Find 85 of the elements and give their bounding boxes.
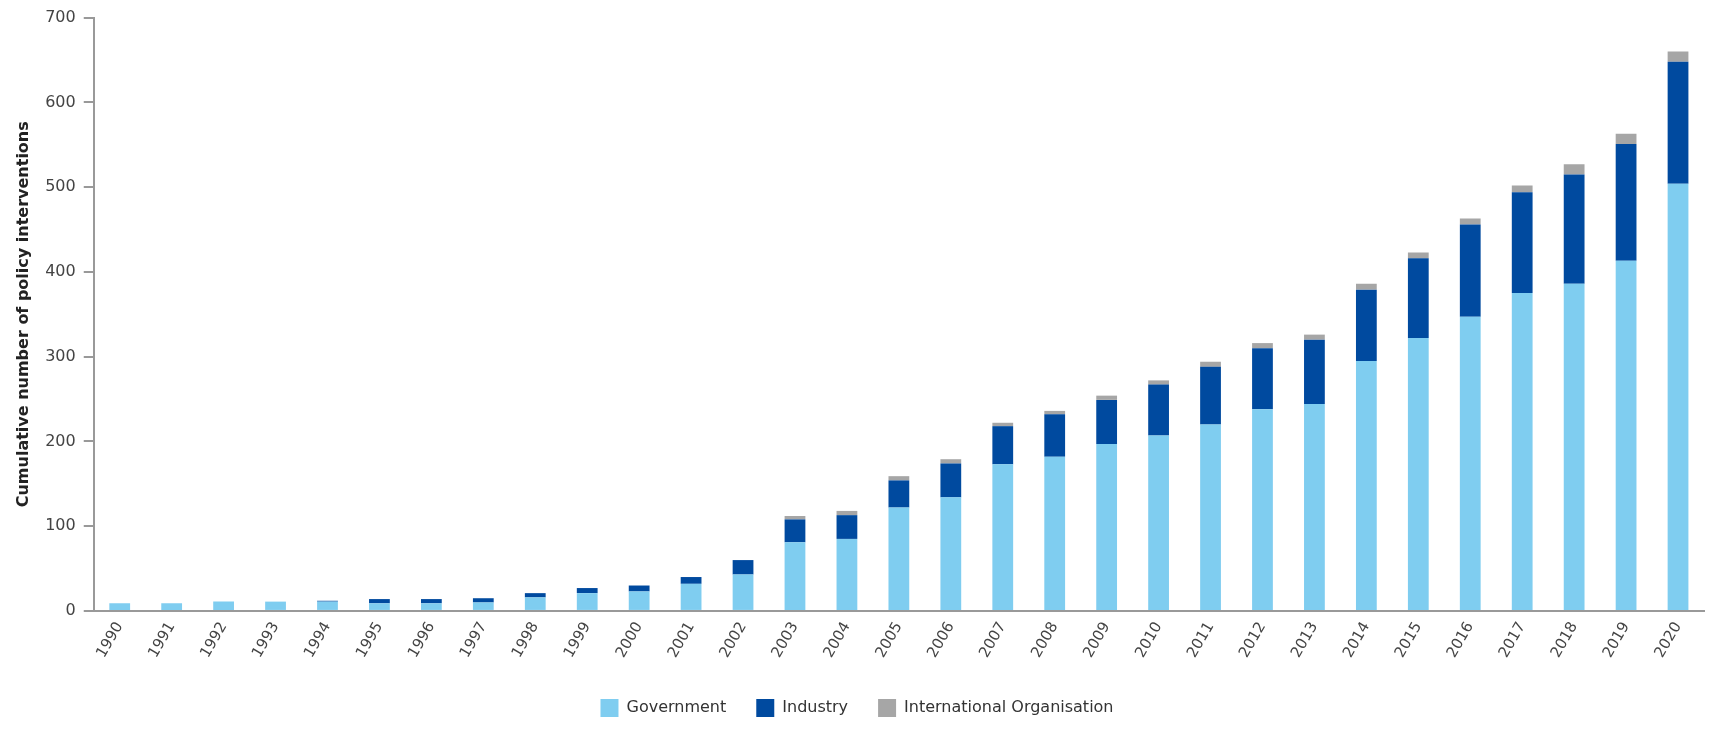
bar <box>1148 380 1169 385</box>
bar <box>1200 361 1221 367</box>
bar <box>1304 404 1325 610</box>
bar <box>1459 218 1481 225</box>
bar <box>1407 252 1429 259</box>
bar <box>1096 395 1118 400</box>
bar <box>1563 174 1585 284</box>
bar <box>1615 143 1637 261</box>
bar <box>213 601 234 610</box>
bar <box>628 591 650 610</box>
bar <box>836 510 858 516</box>
legend-label: International Organisation <box>904 697 1114 717</box>
bar <box>1511 192 1533 294</box>
bar <box>109 603 131 610</box>
y-tick-label: 0 <box>65 600 76 620</box>
y-axis-title: Cumulative number of policy interventions <box>12 121 32 508</box>
bar <box>992 422 1014 427</box>
bar <box>317 601 338 610</box>
bar <box>1252 409 1273 610</box>
bar <box>1511 293 1533 610</box>
bar <box>940 463 962 498</box>
bar <box>784 519 806 543</box>
legend-label: Government <box>626 697 727 717</box>
y-tick-label: 700 <box>45 6 76 26</box>
bar <box>1304 334 1325 340</box>
bar <box>369 603 390 610</box>
bar <box>1148 384 1169 436</box>
bar <box>1407 258 1429 338</box>
bar <box>1096 399 1118 444</box>
bar <box>1252 343 1273 349</box>
bar <box>420 603 442 610</box>
bar <box>732 560 754 575</box>
bar <box>836 515 858 539</box>
bar <box>1407 338 1429 610</box>
bar <box>1667 51 1689 62</box>
bar <box>836 538 858 610</box>
bar <box>1304 339 1325 405</box>
bar <box>1615 133 1637 144</box>
bar <box>1355 283 1377 290</box>
bar <box>1615 260 1637 610</box>
bar <box>1044 414 1066 457</box>
bar <box>420 599 442 604</box>
y-tick-label: 200 <box>45 430 76 450</box>
bar <box>1511 185 1533 193</box>
bar <box>265 601 286 610</box>
y-tick-label: 500 <box>45 176 76 196</box>
y-tick-label: 100 <box>45 515 76 535</box>
bar <box>1096 443 1118 610</box>
bar <box>1563 164 1585 175</box>
y-tick-label: 400 <box>45 261 76 281</box>
bar <box>1148 435 1169 610</box>
bar <box>1200 424 1221 610</box>
legend-label: Industry <box>782 697 849 717</box>
bar <box>1563 283 1585 610</box>
bar <box>940 497 962 610</box>
bar <box>1459 316 1481 610</box>
bar <box>524 597 546 610</box>
bar <box>472 602 494 610</box>
bar <box>992 464 1014 610</box>
bar <box>1044 456 1066 610</box>
bar <box>888 507 910 610</box>
bar <box>1667 183 1689 610</box>
bar <box>940 459 962 464</box>
bar <box>680 577 702 584</box>
bar <box>732 574 754 610</box>
bar <box>161 603 183 610</box>
bar <box>1252 348 1273 410</box>
bar <box>888 476 910 481</box>
bar <box>1355 360 1377 610</box>
bar <box>1355 289 1377 361</box>
bar <box>1459 224 1481 317</box>
y-tick-label: 300 <box>45 345 76 365</box>
bar <box>472 598 494 603</box>
bar <box>524 593 546 598</box>
bar <box>784 542 806 610</box>
y-tick-label: 600 <box>45 91 76 111</box>
bar <box>888 480 910 508</box>
bar <box>576 593 598 610</box>
bar <box>1667 61 1689 184</box>
bar <box>369 599 390 604</box>
bar <box>680 583 702 610</box>
bar <box>1200 366 1221 425</box>
bar <box>1044 410 1066 415</box>
bar <box>992 426 1014 465</box>
bar <box>576 588 598 594</box>
